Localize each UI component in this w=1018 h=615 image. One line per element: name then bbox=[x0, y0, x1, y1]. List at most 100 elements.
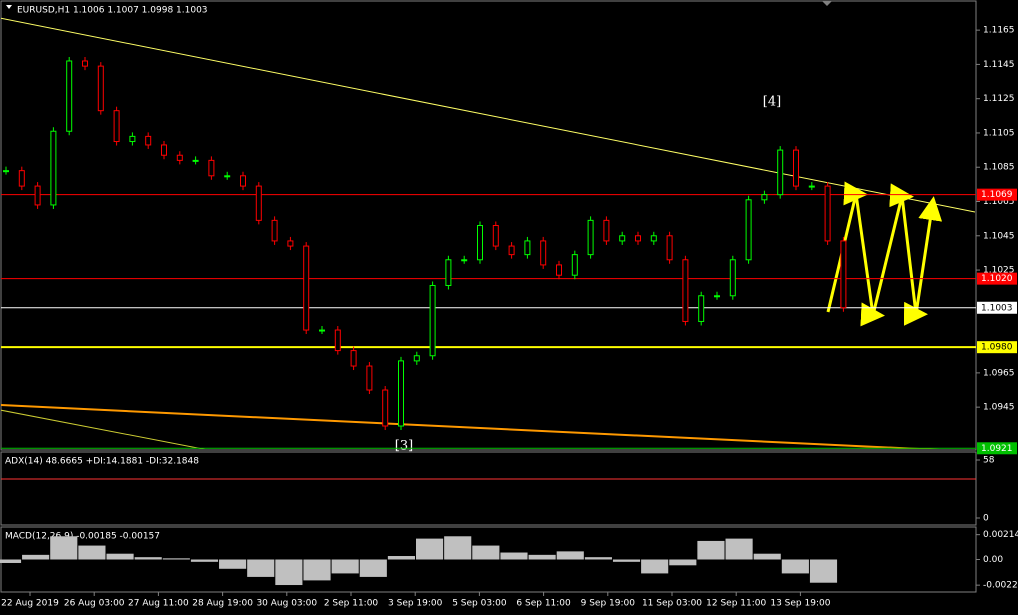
macd-bar bbox=[612, 559, 641, 562]
candle bbox=[540, 240, 547, 266]
macd-bar bbox=[219, 559, 247, 569]
adx-panel bbox=[0, 451, 977, 526]
macd-bar bbox=[331, 559, 359, 574]
candle bbox=[682, 259, 689, 322]
y-tick-label: 0.00214 bbox=[983, 530, 1018, 540]
candle bbox=[224, 175, 231, 178]
x-tick-label: 13 Sep 19:00 bbox=[770, 599, 830, 609]
macd-bar bbox=[22, 554, 50, 560]
level-tag bbox=[977, 301, 1017, 314]
x-tick-label: 3 Sep 19:00 bbox=[388, 599, 443, 609]
y-tick-label: 1.1145 bbox=[983, 60, 1015, 70]
y-tick-label: 1.1105 bbox=[983, 128, 1015, 138]
trendline bbox=[1, 409, 206, 449]
candle bbox=[761, 194, 768, 201]
macd-bar bbox=[275, 559, 303, 586]
macd-bar bbox=[669, 559, 697, 566]
candle bbox=[524, 240, 531, 256]
x-tick-label: 9 Sep 19:00 bbox=[581, 599, 636, 609]
candle bbox=[492, 225, 499, 247]
macd-bar bbox=[556, 551, 584, 560]
level-label: 1.1003 bbox=[981, 303, 1013, 313]
candle bbox=[382, 389, 389, 427]
x-tick-label: 11 Sep 03:00 bbox=[642, 599, 702, 609]
macd-bar bbox=[809, 559, 838, 583]
y-tick-label: 0.00 bbox=[983, 555, 1003, 565]
macd-bar bbox=[472, 545, 500, 560]
macd-bar bbox=[78, 545, 106, 560]
candle bbox=[477, 225, 483, 261]
candle bbox=[508, 245, 515, 256]
x-tick-label: 30 Aug 03:00 bbox=[256, 599, 317, 609]
y-tick-label: 1.1125 bbox=[983, 94, 1015, 104]
candle bbox=[34, 185, 41, 206]
drawings bbox=[1, 17, 975, 449]
y-tick-label: 1.1165 bbox=[983, 26, 1015, 36]
candle bbox=[319, 329, 325, 332]
candle bbox=[82, 60, 88, 67]
macd-bar bbox=[387, 556, 415, 560]
candle bbox=[398, 360, 404, 427]
macd-bar bbox=[781, 559, 809, 574]
macd-bar bbox=[500, 552, 528, 560]
level-tag bbox=[977, 188, 1017, 201]
candle bbox=[287, 240, 294, 247]
x-tick-label: 27 Aug 11:00 bbox=[128, 599, 189, 609]
candle bbox=[777, 149, 784, 196]
candle bbox=[208, 159, 215, 177]
candle bbox=[571, 254, 578, 276]
macd-bar bbox=[247, 559, 275, 577]
macd-bar bbox=[134, 557, 162, 560]
y-tick-label: 1.0965 bbox=[983, 368, 1015, 378]
x-tick-label: 6 Sep 11:00 bbox=[516, 599, 571, 609]
macd-bar bbox=[584, 557, 612, 560]
candle bbox=[255, 185, 262, 221]
candle bbox=[240, 175, 246, 187]
projection-arrows bbox=[826, 181, 943, 327]
candle bbox=[129, 135, 136, 143]
candle bbox=[145, 135, 152, 146]
trendline bbox=[1, 17, 975, 213]
candle bbox=[603, 219, 610, 242]
menu-arrow[interactable] bbox=[6, 5, 12, 9]
candle bbox=[334, 329, 341, 352]
x-tick-label: 5 Sep 03:00 bbox=[452, 599, 507, 609]
candle bbox=[350, 350, 357, 367]
macd-bar bbox=[50, 536, 78, 560]
x-tick-label: 26 Aug 03:00 bbox=[64, 599, 125, 609]
y-tick-label: 0 bbox=[983, 514, 989, 524]
x-tick-label: 12 Sep 11:00 bbox=[706, 599, 766, 609]
candle bbox=[666, 235, 673, 261]
wave-label: [3] bbox=[395, 439, 413, 454]
candle bbox=[729, 259, 736, 297]
x-tick-label: 28 Aug 19:00 bbox=[192, 599, 253, 609]
candle bbox=[461, 259, 468, 262]
candle bbox=[698, 295, 705, 322]
macd-title: MACD(12,26,9) -0.00185 -0.00157 bbox=[5, 532, 160, 542]
y-tick-label: -0.00221 bbox=[983, 581, 1018, 591]
candle bbox=[271, 219, 278, 242]
candle bbox=[3, 170, 9, 173]
y-tick-label: 1.1045 bbox=[983, 231, 1015, 241]
macd-bar bbox=[641, 559, 669, 574]
wave-label: [4] bbox=[763, 95, 781, 110]
macd-bar bbox=[753, 553, 781, 560]
level-label: 1.1069 bbox=[981, 190, 1013, 200]
y-tick-label: 1.0945 bbox=[983, 403, 1015, 413]
candle bbox=[176, 154, 183, 161]
y-tick-label: 1.1085 bbox=[983, 163, 1015, 173]
trendline bbox=[1, 404, 941, 449]
candle bbox=[413, 355, 420, 362]
macd-bar bbox=[416, 538, 444, 560]
candle bbox=[635, 235, 641, 242]
candle bbox=[161, 144, 167, 156]
adx-title: ADX(14) 48.6665 +DI:14.1881 -DI:32.1848 bbox=[5, 457, 199, 467]
macd-bar bbox=[106, 553, 134, 560]
macd-bar bbox=[444, 536, 472, 560]
candle bbox=[445, 259, 452, 286]
level-tag bbox=[977, 341, 1017, 354]
candle bbox=[366, 365, 373, 391]
y-tick-label: 1.1065 bbox=[983, 197, 1015, 207]
candle bbox=[66, 60, 73, 132]
